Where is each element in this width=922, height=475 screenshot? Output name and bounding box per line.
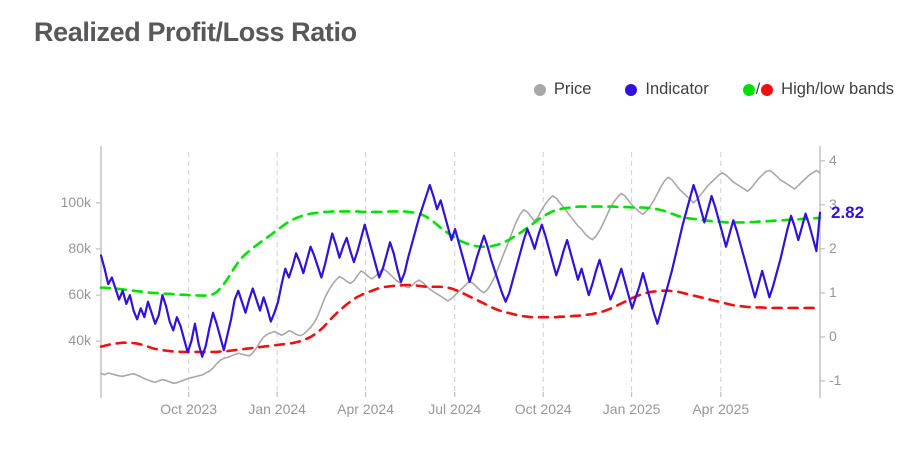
page-title: Realized Profit/Loss Ratio [34, 17, 357, 47]
legend-label: High/low bands [781, 80, 894, 98]
y-axis-right-tick-label: 3 [829, 195, 837, 212]
legend-item-indicator[interactable]: Indicator [625, 80, 709, 99]
y-axis-left-tick-label: 100k [60, 193, 91, 210]
y-axis-left-tick-label: 60k [68, 286, 91, 303]
x-axis-tick-label: Oct 2023 [160, 401, 218, 417]
green-dot-icon [742, 83, 755, 96]
x-axis-tick-label: Apr 2024 [337, 401, 394, 417]
y-axis-right-tick-label: 4 [829, 151, 837, 168]
legend-separator: / [755, 80, 761, 98]
red-dot-icon [761, 83, 774, 96]
legend-label: Price [553, 80, 592, 98]
y-axis-left-tick-label: 40k [68, 332, 91, 349]
current-value-annotation: 2.82 [831, 202, 865, 222]
series-line-high-band [99, 205, 822, 297]
legend-item-high-low-bands[interactable]: / High/low bands [742, 80, 894, 99]
legend-label: Indicator [645, 80, 709, 98]
y-axis-right-tick-label: 0 [829, 327, 837, 344]
series-line-low-band [99, 283, 822, 354]
circle-dot-pair-icon: / [742, 80, 774, 99]
y-axis-right-tick-label: -1 [829, 371, 842, 388]
y-axis-right-tick-label: 1 [829, 283, 837, 300]
y-axis-right-tick-label: 2 [829, 239, 837, 256]
y-axis-left-tick-label: 80k [68, 239, 91, 256]
circle-dot-icon [533, 83, 546, 96]
series-line-indicator [99, 183, 822, 358]
chart-legend: Price Indicator / High/low bands [533, 80, 894, 99]
legend-item-price[interactable]: Price [533, 80, 592, 99]
x-axis-tick-label: Oct 2024 [514, 401, 572, 417]
x-axis-tick-label: Apr 2025 [692, 401, 750, 417]
x-axis-tick-label: Jan 2025 [602, 401, 661, 417]
series-line-price [100, 169, 821, 385]
circle-dot-icon [625, 83, 638, 96]
x-axis-tick-label: Jan 2024 [248, 401, 306, 417]
x-axis-tick-label: Jul 2024 [428, 401, 482, 417]
